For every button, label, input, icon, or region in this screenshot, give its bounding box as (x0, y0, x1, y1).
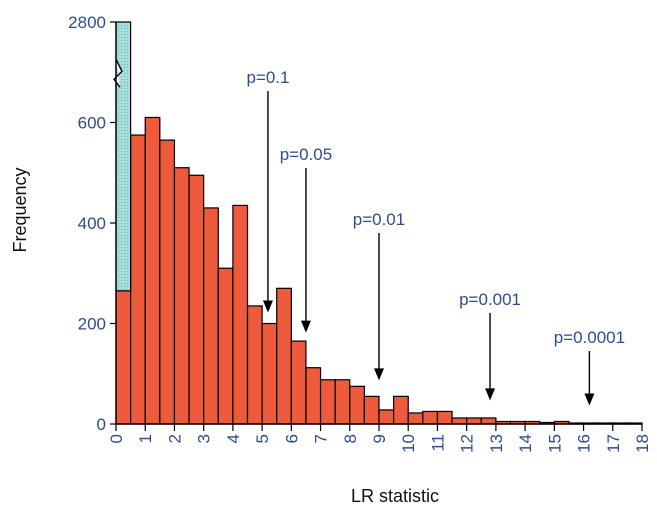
x-tick-label: 3 (195, 434, 214, 443)
histogram-bar (217, 267, 234, 425)
annotation-label: p=0.001 (459, 290, 521, 309)
x-tick-label: 14 (516, 434, 535, 453)
histogram-bar (334, 379, 351, 425)
histogram-bar (246, 305, 263, 425)
histogram-bar (349, 385, 365, 425)
y-tick-label: 0 (97, 415, 106, 434)
bars-layer (115, 116, 643, 425)
x-tick-label: 13 (487, 434, 506, 453)
annotation-arrow-head (300, 320, 311, 333)
annotation-label: p=0.05 (280, 145, 332, 164)
x-tick-label: 7 (312, 434, 331, 443)
histogram-bar (276, 287, 292, 425)
x-tick-label: 2 (165, 434, 184, 443)
histogram-bar (188, 174, 205, 425)
histogram-bar (378, 409, 395, 425)
histogram-bar (363, 395, 380, 425)
x-tick-label: 11 (428, 434, 447, 452)
x-tick-label: 8 (341, 434, 360, 443)
annotation-label: p=0.0001 (554, 328, 625, 347)
x-tick-label: 6 (282, 434, 301, 443)
x-tick-label: 5 (253, 434, 272, 443)
y-tick-label: 200 (78, 315, 106, 334)
histogram-bar (305, 367, 322, 425)
x-tick-label: 1 (136, 434, 155, 443)
histogram-bar (422, 410, 439, 425)
histogram-bar (480, 417, 497, 425)
histogram-bar (159, 139, 176, 425)
annotation-label: p=0.01 (353, 210, 405, 229)
histogram-bar (232, 204, 249, 425)
histogram-bar (261, 322, 278, 425)
histogram-bar (436, 410, 453, 425)
histogram-bar (144, 116, 161, 425)
annotation-label: p=0.1 (246, 68, 289, 87)
annotation-arrow-head (485, 388, 496, 401)
x-tick-label: 12 (458, 434, 477, 453)
histogram-bar (290, 340, 307, 425)
x-tick-label: 0 (107, 434, 126, 443)
x-tick-label: 10 (399, 434, 418, 453)
histogram-bar (466, 417, 482, 425)
x-tick-label: 4 (224, 434, 243, 443)
annotation-arrow-head (262, 300, 273, 313)
x-tick-label: 9 (370, 434, 389, 443)
annotations-layer: p=0.1 p=0.05 p=0.01 p=0.001 p=0.0001 (246, 68, 625, 406)
x-tick-label: 16 (575, 434, 594, 453)
x-tick-label: 15 (545, 434, 564, 453)
histogram-bar (173, 167, 190, 425)
annotation-arrow-head (374, 368, 384, 381)
histogram-bar (407, 412, 424, 425)
histogram-bar (115, 290, 132, 425)
histogram-bar (203, 207, 219, 425)
histogram-bar (393, 395, 409, 425)
histogram-bar (451, 417, 468, 425)
y-tick-label: 600 (78, 114, 106, 133)
y-break-top-tick-label: 2800 (68, 13, 106, 32)
x-tick-label: 18 (633, 434, 652, 453)
histogram-bar (130, 134, 146, 425)
x-axis-title: LR statistic (351, 486, 439, 506)
x-tick-label: 17 (604, 434, 623, 453)
histogram-bar (319, 379, 336, 425)
y-axis-title: Frequency (10, 167, 30, 252)
y-tick-label: 400 (78, 214, 106, 233)
annotation-arrow-head (584, 393, 595, 406)
